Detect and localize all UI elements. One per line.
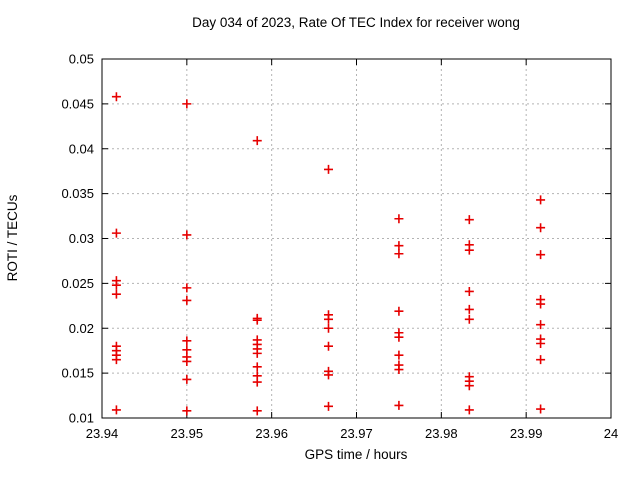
data-point-plus-marker: [182, 406, 192, 416]
x-tick-label: 24: [604, 426, 618, 441]
data-point-plus-marker: [324, 323, 334, 333]
data-point-plus-marker: [252, 348, 262, 358]
data-point-plus-marker: [182, 336, 192, 346]
data-point-plus-marker: [324, 164, 334, 174]
data-point-plus-marker: [252, 377, 262, 387]
x-tick-label: 23.99: [510, 426, 543, 441]
data-point-plus-marker: [111, 355, 121, 365]
data-point-plus-marker: [464, 405, 474, 415]
data-point-plus-marker: [182, 230, 192, 240]
x-axis-label: GPS time / hours: [305, 447, 408, 462]
data-point-plus-marker: [536, 223, 546, 233]
data-point-plus-marker: [324, 401, 334, 411]
data-point-plus-marker: [111, 405, 121, 415]
data-point-plus-marker: [394, 249, 404, 259]
data-point-plus-marker: [464, 286, 474, 296]
chart-title: Day 034 of 2023, Rate Of TEC Index for r…: [192, 15, 520, 30]
data-point-plus-marker: [394, 214, 404, 224]
data-point-plus-marker: [324, 341, 334, 351]
data-point-plus-marker: [536, 339, 546, 349]
data-point-plus-marker: [394, 365, 404, 375]
data-point-plus-marker: [394, 306, 404, 316]
data-point-plus-marker: [324, 314, 334, 324]
y-tick-label: 0.03: [69, 231, 94, 246]
data-point-plus-marker: [182, 283, 192, 293]
data-point-plus-marker: [252, 315, 262, 325]
x-tick-label: 23.95: [171, 426, 204, 441]
data-point-plus-marker: [252, 406, 262, 416]
data-point-plus-marker: [464, 381, 474, 391]
data-point-plus-marker: [394, 400, 404, 410]
data-point-plus-marker: [536, 320, 546, 330]
data-point-plus-marker: [252, 136, 262, 146]
y-tick-label: 0.015: [61, 366, 94, 381]
data-point-plus-marker: [394, 241, 404, 251]
axis-layer: 23.94 23.95 23.96 23.97 23.98 23.99 24 0.01 0.01…: [61, 52, 618, 442]
data-point-plus-marker: [111, 280, 121, 290]
y-tick-label: 0.04: [69, 141, 94, 156]
data-point-plus-marker: [536, 250, 546, 260]
data-point-plus-marker: [394, 350, 404, 360]
data-point-plus-marker: [394, 332, 404, 342]
y-tick-label: 0.025: [61, 276, 94, 291]
y-tick-label: 0.05: [69, 52, 94, 67]
x-tick-label: 23.94: [86, 426, 119, 441]
y-axis-label: ROTI / TECUs: [5, 194, 20, 281]
data-point-plus-marker: [182, 295, 192, 305]
data-point-plus-marker: [111, 228, 121, 238]
data-point-plus-marker: [464, 304, 474, 314]
data-point-plus-marker: [324, 370, 334, 380]
x-tick-label: 23.96: [255, 426, 288, 441]
data-point-plus-marker: [182, 374, 192, 384]
y-tick-label: 0.02: [69, 321, 94, 336]
data-point-plus-marker: [536, 195, 546, 205]
grid-layer: [102, 59, 611, 418]
data-point-plus-marker: [464, 215, 474, 225]
y-tick-label: 0.045: [61, 96, 94, 111]
data-point-plus-marker: [182, 356, 192, 366]
x-tick-label: 23.98: [425, 426, 458, 441]
data-point-plus-marker: [182, 99, 192, 109]
y-tick-label: 0.01: [69, 411, 94, 426]
data-points-layer: [111, 92, 546, 416]
data-point-plus-marker: [464, 314, 474, 324]
data-point-plus-marker: [536, 404, 546, 414]
data-point-plus-marker: [111, 289, 121, 299]
data-point-plus-marker: [252, 362, 262, 372]
data-point-plus-marker: [464, 245, 474, 255]
data-point-plus-marker: [536, 355, 546, 365]
x-tick-label: 23.97: [340, 426, 373, 441]
data-point-plus-marker: [111, 92, 121, 102]
data-point-plus-marker: [536, 299, 546, 309]
y-tick-label: 0.035: [61, 186, 94, 201]
